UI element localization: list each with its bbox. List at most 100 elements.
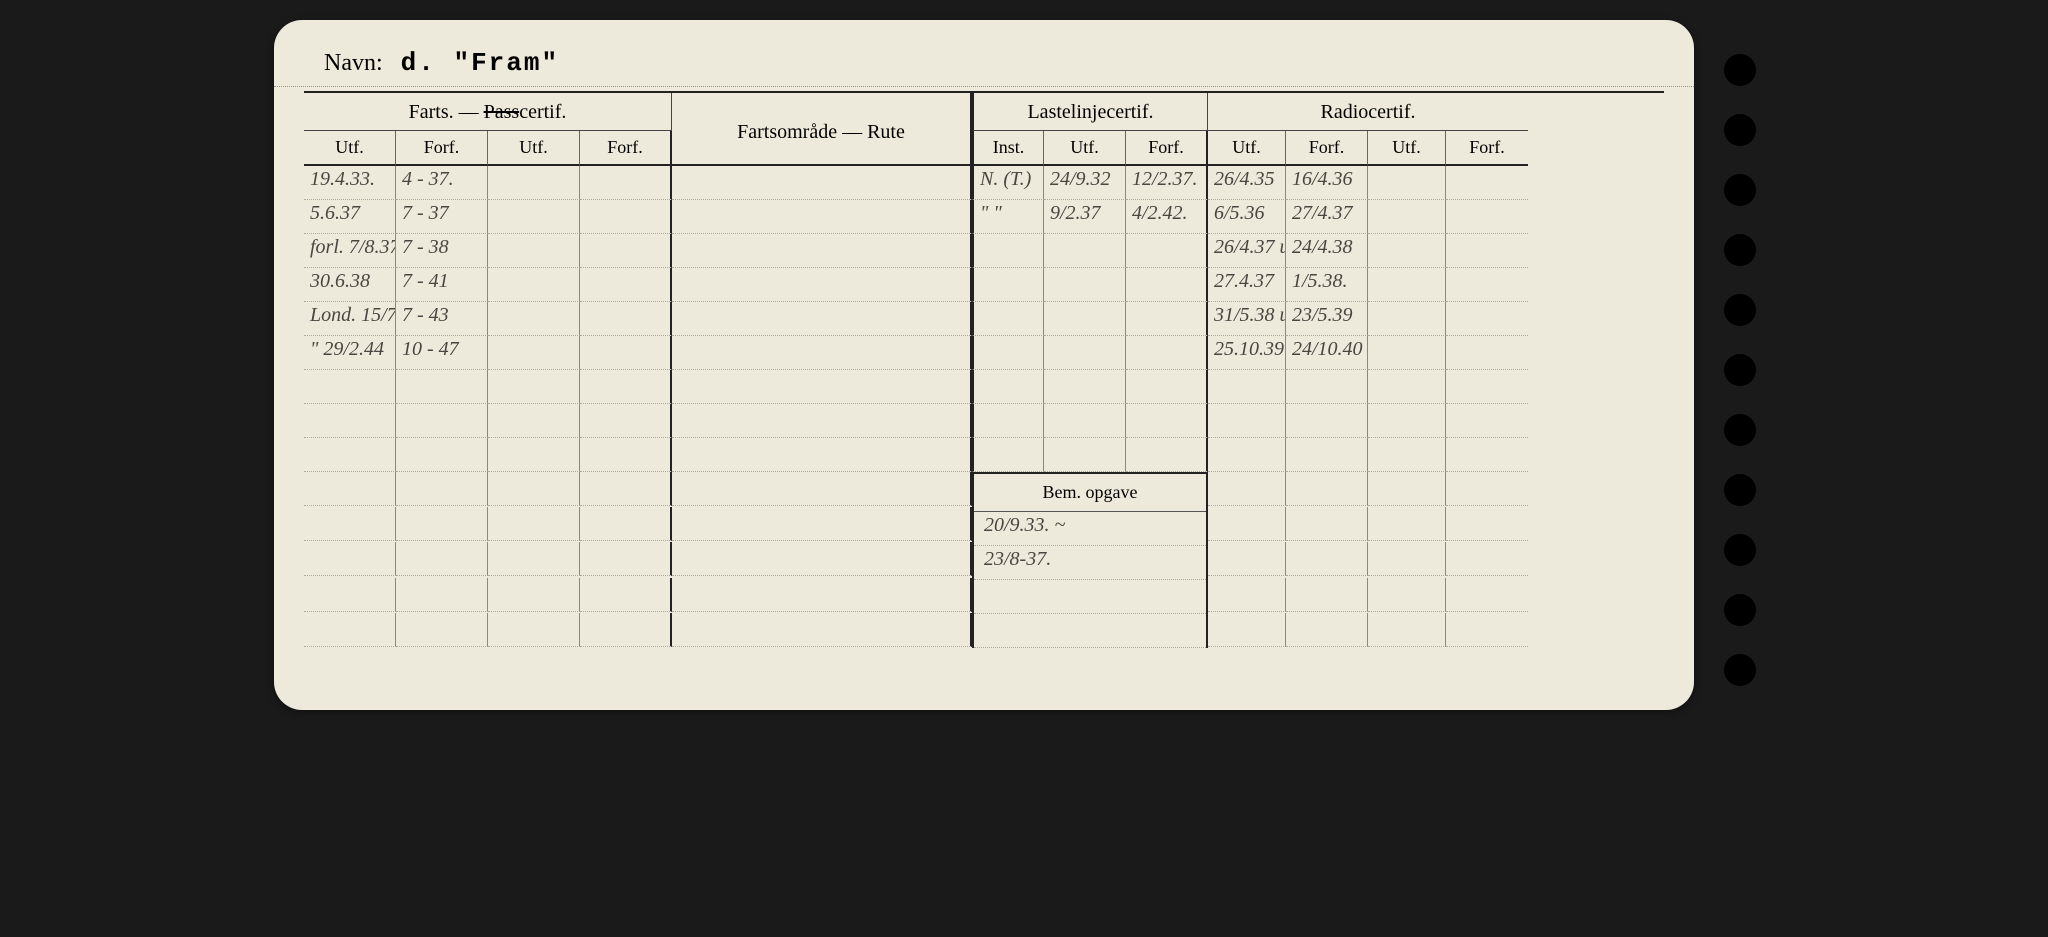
card-wrap: Navn: d. "Fram" Farts. — Passcertif. Far…: [274, 20, 1774, 720]
radio-utf: 26/4.37 u.: [1208, 234, 1286, 268]
farts-utf: Lond. 15/7.42: [304, 302, 396, 336]
empty: [396, 542, 488, 576]
empty: [580, 370, 672, 404]
radio-utf: 26/4.35: [1208, 166, 1286, 200]
empty: [1126, 302, 1208, 336]
empty: [1446, 578, 1528, 612]
empty: [1368, 336, 1446, 370]
punch-hole: [1724, 294, 1756, 326]
empty: [1044, 302, 1126, 336]
col-forf-1: Forf.: [396, 131, 488, 166]
empty: [972, 302, 1044, 336]
empty: [580, 268, 672, 302]
empty: [488, 578, 580, 612]
punch-hole: [1724, 174, 1756, 206]
col-utf-1: Utf.: [304, 131, 396, 166]
empty: [1208, 438, 1286, 472]
empty: [396, 578, 488, 612]
empty: [488, 542, 580, 576]
farts-utf: forl. 7/8.37: [304, 234, 396, 268]
empty: [1368, 302, 1446, 336]
rute-cell: [672, 404, 972, 438]
punch-hole: [1724, 654, 1756, 686]
empty: [1446, 336, 1528, 370]
empty: [488, 336, 580, 370]
empty: [1368, 507, 1446, 541]
laste-utf: 24/9.32: [1044, 166, 1126, 200]
empty: [304, 542, 396, 576]
col-utf-5: Utf.: [1368, 131, 1446, 166]
rute-cell: [672, 234, 972, 268]
empty: [1368, 370, 1446, 404]
col-forf-4: Forf.: [1286, 131, 1368, 166]
empty: [1044, 268, 1126, 302]
empty: [1446, 507, 1528, 541]
empty: [1208, 578, 1286, 612]
col-forf-2: Forf.: [580, 131, 672, 166]
empty: [1368, 613, 1446, 647]
punch-holes: [1714, 20, 1774, 720]
radio-utf: 31/5.38 u.: [1208, 302, 1286, 336]
empty: [1126, 268, 1208, 302]
empty: [972, 438, 1044, 472]
empty: [580, 200, 672, 234]
navn-label: Navn:: [324, 50, 383, 77]
punch-hole: [1724, 534, 1756, 566]
farts-utf: " 29/2.44: [304, 336, 396, 370]
empty: [488, 438, 580, 472]
empty: [1368, 438, 1446, 472]
empty: [1286, 507, 1368, 541]
empty: [304, 507, 396, 541]
empty: [1126, 370, 1208, 404]
empty: [1126, 336, 1208, 370]
empty: [580, 578, 672, 612]
empty: [396, 613, 488, 647]
radio-forf: 24/10.40: [1286, 336, 1368, 370]
empty: [972, 234, 1044, 268]
col-utf-3: Utf.: [1044, 131, 1126, 166]
empty: [580, 302, 672, 336]
empty: [580, 542, 672, 576]
farts-forf: 7 - 43: [396, 302, 488, 336]
punch-hole: [1724, 54, 1756, 86]
farts-utf: 19.4.33.: [304, 166, 396, 200]
punch-hole: [1724, 234, 1756, 266]
empty: [304, 613, 396, 647]
radio-forf: 1/5.38.: [1286, 268, 1368, 302]
farts-forf: 4 - 37.: [396, 166, 488, 200]
punch-hole: [1724, 414, 1756, 446]
empty: [1446, 542, 1528, 576]
empty: [1286, 613, 1368, 647]
farts-forf: 7 - 41: [396, 268, 488, 302]
punch-hole: [1724, 594, 1756, 626]
empty: [1368, 542, 1446, 576]
empty: [1446, 404, 1528, 438]
farts-forf: 7 - 38: [396, 234, 488, 268]
radio-utf: 6/5.36: [1208, 200, 1286, 234]
empty: [1044, 404, 1126, 438]
empty: [972, 370, 1044, 404]
empty: [1368, 234, 1446, 268]
empty: [304, 404, 396, 438]
empty: [1368, 472, 1446, 506]
empty: [304, 370, 396, 404]
rute-cell: [672, 302, 972, 336]
laste-utf: 9/2.37: [1044, 200, 1126, 234]
empty: [1368, 166, 1446, 200]
empty: [304, 578, 396, 612]
laste-inst: N. (T.): [972, 166, 1044, 200]
punch-hole: [1724, 354, 1756, 386]
empty: [1208, 472, 1286, 506]
rute-cell: [672, 507, 972, 541]
rute-cell: [672, 578, 972, 612]
empty: [1044, 438, 1126, 472]
radio-forf: 24/4.38: [1286, 234, 1368, 268]
navn-row: Navn: d. "Fram": [274, 20, 1694, 87]
empty: [1368, 200, 1446, 234]
empty: [1446, 234, 1528, 268]
empty: [396, 404, 488, 438]
empty: [396, 438, 488, 472]
col-utf-2: Utf.: [488, 131, 580, 166]
empty: [488, 507, 580, 541]
laste-forf: 12/2.37.: [1126, 166, 1208, 200]
